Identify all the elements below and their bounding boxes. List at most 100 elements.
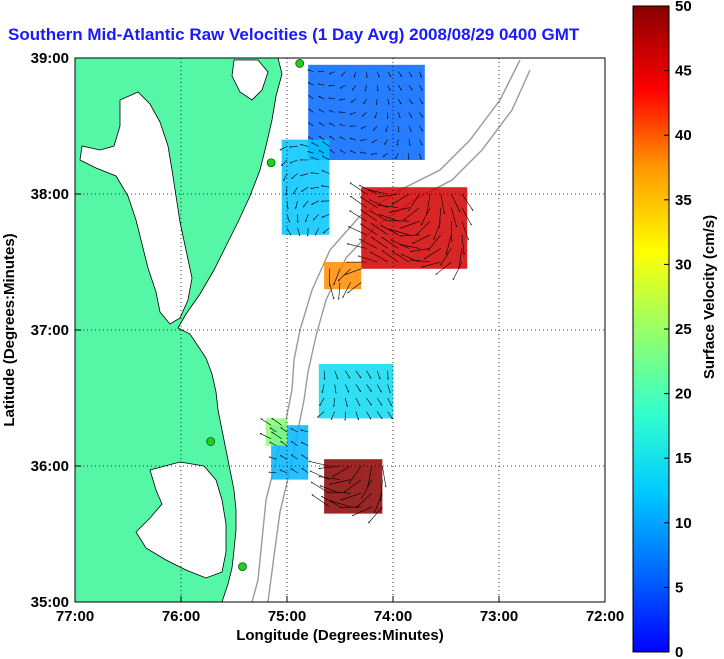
current-vector (308, 95, 314, 100)
current-vector (398, 112, 400, 118)
current-vector (318, 84, 325, 86)
current-vector (408, 193, 420, 211)
velocity-cell (318, 364, 393, 419)
current-vector (355, 411, 359, 420)
colorbar-label: Surface Velocity (cm/s) (701, 215, 718, 379)
current-vector (286, 214, 290, 222)
current-vector (341, 492, 362, 500)
current-vector (330, 411, 335, 420)
current-vector (408, 85, 413, 90)
current-vectors (260, 70, 474, 523)
current-vector (377, 98, 378, 105)
current-vector (300, 173, 309, 176)
current-vector (380, 479, 383, 501)
current-vector (308, 122, 314, 127)
current-vector (332, 465, 351, 478)
current-vector (370, 210, 388, 222)
current-vector (345, 384, 350, 392)
current-vector (354, 71, 357, 78)
current-vector (389, 221, 409, 222)
current-vector (334, 268, 341, 285)
colorbar-tick-label: 5 (675, 579, 683, 596)
current-vector (408, 112, 413, 117)
current-vector (319, 108, 325, 113)
current-vector (310, 470, 330, 480)
current-vector (281, 159, 288, 166)
current-vector (376, 370, 380, 379)
chesapeake-bay (79, 91, 193, 325)
current-vector (305, 214, 309, 222)
y-tick-label: 35:00 (31, 594, 69, 611)
colorbar (632, 5, 670, 653)
current-vector (329, 110, 335, 113)
current-vector (314, 227, 320, 235)
x-tick-label: 72:00 (586, 608, 624, 625)
current-vector (366, 397, 372, 405)
current-vector (308, 70, 314, 72)
current-vector (340, 149, 346, 154)
colorbar-tick-label: 30 (675, 256, 692, 273)
current-vector (360, 223, 378, 236)
current-vector (309, 108, 314, 113)
current-vector (321, 201, 330, 202)
current-vector (371, 152, 378, 154)
current-vector (378, 193, 399, 197)
current-vector (271, 431, 282, 440)
velocity-cell (361, 187, 468, 269)
current-vector (291, 427, 298, 433)
current-vector (319, 465, 341, 469)
current-vector (361, 479, 373, 499)
current-vector (376, 384, 382, 392)
station-marker (238, 562, 247, 572)
current-vector (291, 440, 298, 446)
current-vector (302, 200, 309, 207)
current-vector (297, 227, 300, 236)
current-vector (419, 153, 422, 159)
current-vector (345, 397, 347, 407)
current-vector (323, 227, 330, 234)
current-vector (324, 370, 325, 380)
current-vector (392, 193, 410, 205)
current-vector (419, 112, 424, 117)
current-vector (419, 71, 422, 78)
current-vector (345, 370, 351, 379)
current-vector (368, 506, 383, 523)
current-vector (291, 454, 298, 460)
current-vector (419, 125, 424, 131)
current-vector (342, 282, 351, 297)
current-vector (366, 411, 372, 420)
current-vector (387, 98, 389, 105)
pamlico-sound (135, 461, 227, 579)
current-vector (269, 457, 277, 460)
current-vector (365, 85, 367, 91)
current-vector (459, 248, 463, 268)
current-vector (289, 146, 298, 147)
current-vector (361, 125, 367, 129)
current-vector (421, 261, 441, 267)
current-vector (338, 268, 351, 281)
current-vector (321, 186, 330, 188)
current-vector (272, 417, 282, 426)
current-vector (319, 122, 325, 127)
current-vector (424, 248, 441, 260)
current-vector (308, 151, 314, 154)
current-vector (334, 397, 335, 407)
current-vector (344, 479, 362, 493)
current-vector (311, 173, 319, 174)
current-vector (410, 248, 431, 251)
current-vector (358, 256, 378, 263)
current-vector (345, 268, 362, 275)
current-vector (360, 196, 378, 208)
current-vector (311, 157, 319, 161)
current-vector (311, 200, 319, 205)
current-vector (300, 144, 309, 147)
current-vector (461, 193, 474, 211)
current-vector (446, 234, 452, 254)
colorbar-tick-label: 0 (675, 644, 683, 659)
current-vector (440, 193, 445, 214)
x-tick-label: 73:00 (480, 608, 518, 625)
current-vector (370, 251, 388, 263)
current-vector (361, 209, 378, 222)
current-vector (291, 173, 298, 180)
